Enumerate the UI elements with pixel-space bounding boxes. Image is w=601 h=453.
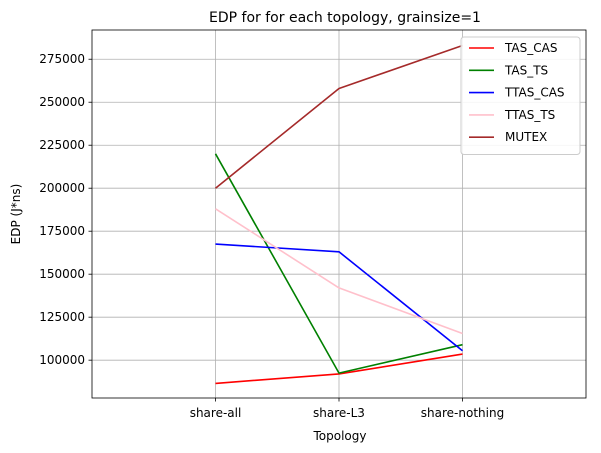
- x-tick-label: share-L3: [313, 406, 365, 420]
- y-tick-label: 175000: [39, 224, 85, 238]
- legend: TAS_CAS TAS_TS TTAS_CAS TTAS_TS MUTEX: [460, 36, 581, 155]
- series-line-mutex: [214, 44, 463, 189]
- legend-label: TTAS_CAS: [504, 86, 565, 100]
- series-line-tas-ts: [214, 153, 463, 374]
- legend-label: MUTEX: [505, 130, 547, 144]
- y-tick-label: 100000: [39, 353, 85, 367]
- y-tick-label: 150000: [39, 267, 85, 281]
- legend-box: [460, 36, 581, 155]
- y-axis-ticks: 100000 125000 150000 175000 200000 225000 2500…: [39, 52, 92, 367]
- chart-title: EDP for for each topology, grainsize=1: [209, 10, 481, 26]
- x-tick-label: share-all: [190, 406, 242, 420]
- y-tick-label: 250000: [39, 95, 85, 109]
- x-axis-ticks: share-all share-L3 share-nothing: [190, 398, 504, 420]
- y-tick-label: 125000: [39, 310, 85, 324]
- series-line-ttas-ts: [215, 208, 463, 335]
- y-tick-label: 275000: [39, 52, 85, 66]
- legend-label: TAS_CAS: [504, 41, 557, 55]
- series-lines: [214, 44, 464, 385]
- legend-label: TTAS_TS: [504, 108, 555, 122]
- y-tick-label: 200000: [39, 181, 85, 195]
- legend-label: TAS_TS: [504, 63, 548, 77]
- x-tick-label: share-nothing: [421, 406, 504, 420]
- y-tick-label: 225000: [39, 138, 85, 152]
- x-axis-label: Topology: [313, 429, 367, 443]
- y-axis-label: EDP (J*ns): [9, 184, 23, 245]
